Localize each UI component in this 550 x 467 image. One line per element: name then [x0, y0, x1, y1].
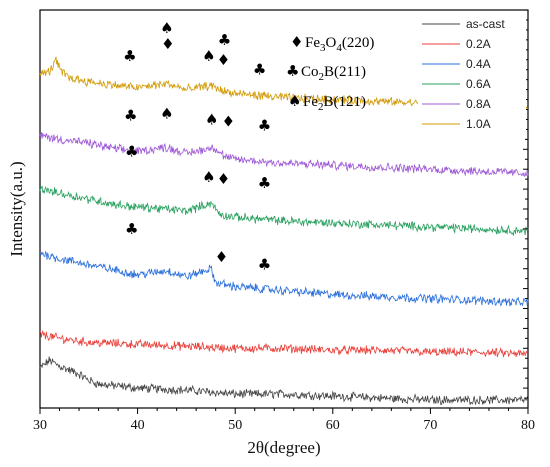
legend-label-0-8a: 0.8A	[466, 97, 491, 111]
fe3o4-marker: ♦	[217, 51, 230, 69]
series-line-as-cast	[39, 356, 529, 406]
x-tick-label: 40	[131, 418, 145, 433]
fe2b-marker: ♠	[202, 47, 215, 65]
co2b-marker: ♣	[125, 220, 138, 238]
co2b-marker: ♣	[218, 31, 231, 49]
phase-legend-label: Fe2​B(121)	[303, 94, 366, 113]
fe3o4-marker: ♦	[215, 248, 228, 266]
fe2b-marker: ♠	[202, 168, 215, 186]
x-tick-label: 50	[228, 418, 242, 433]
series-line-0-2a	[39, 329, 529, 358]
x-tick-label: 60	[326, 418, 340, 433]
phase-legend-symbol: ♦	[290, 33, 303, 51]
phase-legend: ♦Fe3​O4​(220) ♣Co2​B(211)♠Fe2​B(121)	[286, 33, 374, 113]
series-line-0-6a	[39, 185, 529, 237]
legend: as-cast 0.2A 0.4A 0.6A 0.8A 1.0A	[418, 13, 526, 132]
legend-label-0-6a: 0.6A	[466, 77, 491, 91]
fe3o4-marker: ♦	[217, 170, 230, 188]
x-tick-label: 70	[423, 418, 437, 433]
phase-legend-symbol: ♣	[286, 62, 299, 80]
legend-box	[418, 13, 526, 132]
fe3o4-marker: ♦	[222, 112, 235, 130]
legend-label-0-4a: 0.4A	[466, 57, 491, 71]
x-axis-title: 2θ(degree)	[247, 438, 320, 457]
x-tick-label: 30	[33, 418, 47, 433]
co2b-marker: ♣	[124, 106, 137, 124]
series-line-0-4a	[39, 251, 529, 307]
co2b-marker: ♣	[123, 47, 136, 65]
tick-layer: 30 40 50 60 70 80	[33, 9, 535, 433]
phase-legend-label: Co2​B(211)	[301, 64, 366, 83]
series-line-0-8a	[39, 132, 529, 178]
phase-legend-symbol: ♠	[288, 92, 301, 110]
co2b-marker: ♣	[258, 116, 271, 134]
peak-marker-layer: ♣♠♦♠♣♦♣♣ ♠ ♠ ♦ ♣♣♠ ♦ ♣♣♦ ♣	[123, 19, 271, 274]
legend-label-0-2a: 0.2A	[466, 37, 491, 51]
co2b-marker: ♣	[258, 174, 271, 192]
fe2b-marker: ♠	[160, 19, 173, 37]
fe2b-marker: ♠	[160, 104, 173, 122]
fe3o4-marker: ♦	[161, 35, 174, 53]
co2b-marker: ♣	[258, 256, 271, 274]
series-layer	[39, 56, 529, 406]
fe2b-marker: ♠	[205, 110, 218, 128]
legend-label-1-0a: 1.0A	[466, 117, 491, 131]
y-axis-title: Intensity(a.u.)	[7, 161, 26, 256]
phase-legend-label: Fe3​O4​(220)	[305, 35, 374, 54]
co2b-marker: ♣	[125, 142, 138, 160]
co2b-marker: ♣	[253, 61, 266, 79]
legend-label-as-cast: as-cast	[466, 17, 505, 31]
x-tick-label: 80	[521, 418, 535, 433]
